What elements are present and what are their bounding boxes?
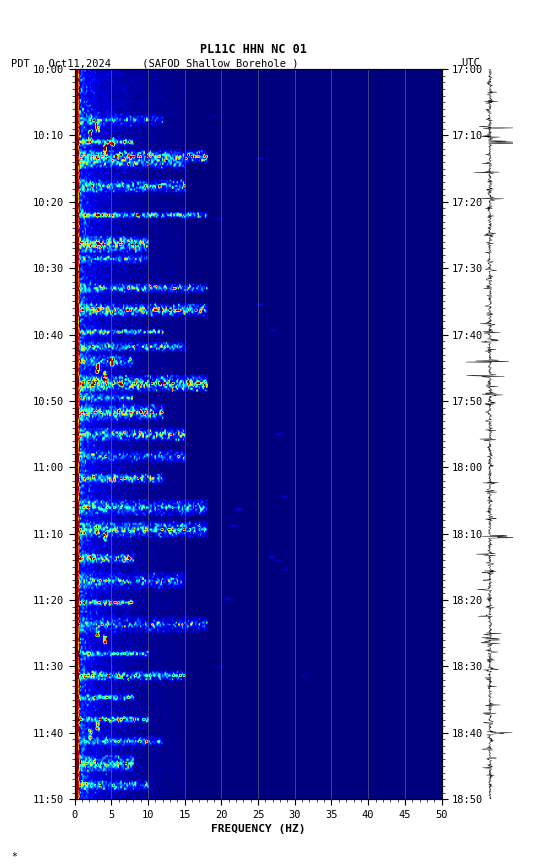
Text: PL11C HHN NC 01: PL11C HHN NC 01 [200, 42, 307, 55]
Text: PDT   Oct11,2024     (SAFOD Shallow Borehole ): PDT Oct11,2024 (SAFOD Shallow Borehole ) [11, 58, 299, 68]
X-axis label: FREQUENCY (HZ): FREQUENCY (HZ) [211, 823, 305, 834]
Text: UTC: UTC [461, 58, 480, 68]
Text: *: * [11, 852, 17, 861]
